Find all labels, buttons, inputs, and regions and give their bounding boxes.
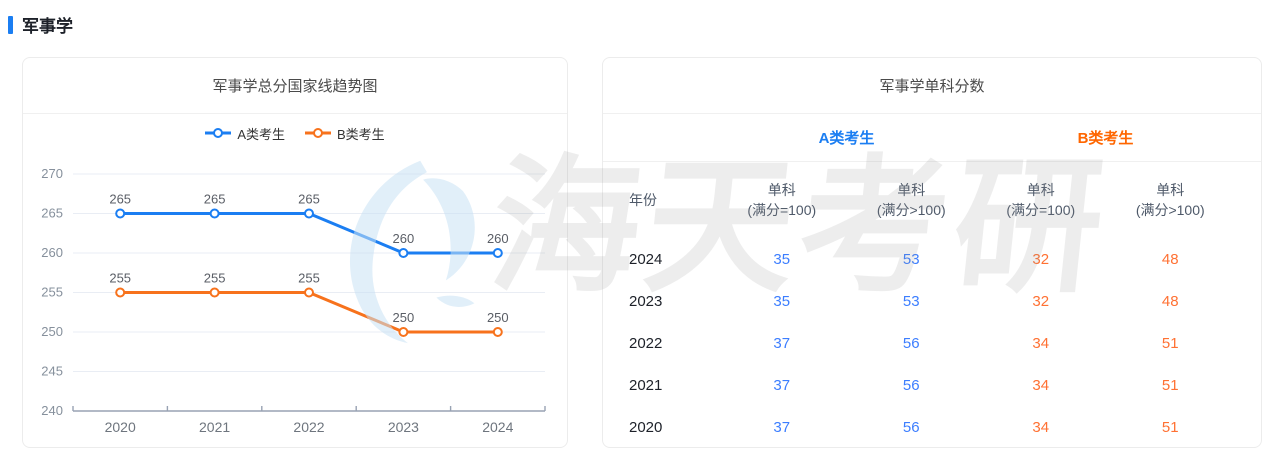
svg-text:250: 250 bbox=[393, 310, 415, 325]
svg-text:250: 250 bbox=[487, 310, 509, 325]
score-cell: 37 bbox=[773, 418, 791, 436]
score-cell: 53 bbox=[902, 250, 920, 268]
column-header-1: 单科 (满分=100) bbox=[747, 182, 817, 218]
table-row: 2024 35 53 32 48 bbox=[603, 238, 1261, 280]
score-table-panel: 军事学单科分数 A类考生 B类考生 年份 单科 (满分=100) 单科 (满分>100)… bbox=[602, 57, 1262, 448]
table-column-header-row: 年份 单科 (满分=100) 单科 (满分>100) 单科 (满分=100) 单科 (满分>10… bbox=[603, 162, 1261, 238]
svg-text:260: 260 bbox=[393, 231, 415, 246]
table-group-header-row: A类考生 B类考生 bbox=[603, 114, 1261, 162]
score-cell: 32 bbox=[1032, 250, 1050, 268]
svg-text:270: 270 bbox=[41, 166, 63, 181]
score-cell: 37 bbox=[773, 334, 791, 352]
score-cell: 34 bbox=[1032, 376, 1050, 394]
table-row: 2022 37 56 34 51 bbox=[603, 322, 1261, 364]
chart-legend: A类考生 B类考生 bbox=[23, 114, 567, 148]
column-header-2: 单科 (满分>100) bbox=[876, 182, 946, 218]
column-header-0: 年份 bbox=[629, 192, 657, 208]
svg-text:260: 260 bbox=[41, 245, 63, 260]
legend-item-a[interactable]: A类考生 bbox=[205, 124, 285, 143]
svg-text:255: 255 bbox=[298, 271, 320, 286]
score-cell: 34 bbox=[1032, 418, 1050, 436]
score-cell: 35 bbox=[773, 250, 791, 268]
score-cell: 37 bbox=[773, 376, 791, 394]
svg-text:245: 245 bbox=[41, 364, 63, 379]
svg-text:2021: 2021 bbox=[199, 419, 230, 435]
table-row: 2020 37 56 34 51 bbox=[603, 406, 1261, 448]
column-header-4: 单科 (满分>100) bbox=[1135, 182, 1205, 218]
score-cell: 53 bbox=[902, 292, 920, 310]
score-cell: 48 bbox=[1161, 250, 1179, 268]
trend-chart-panel: 军事学总分国家线趋势图 A类考生 B类考生 240 245 250 255 260 265 2… bbox=[22, 57, 568, 448]
legend-label: A类考生 bbox=[237, 126, 285, 142]
svg-text:240: 240 bbox=[41, 403, 63, 418]
svg-text:2024: 2024 bbox=[482, 419, 513, 435]
score-cell: 35 bbox=[773, 292, 791, 310]
svg-text:255: 255 bbox=[109, 271, 131, 286]
year-cell: 2024 bbox=[629, 250, 663, 268]
group-header-b: B类考生 bbox=[1077, 130, 1134, 147]
svg-text:2020: 2020 bbox=[105, 419, 136, 435]
chart-title: 军事学总分国家线趋势图 bbox=[23, 58, 567, 114]
svg-text:265: 265 bbox=[109, 192, 131, 207]
table-body: 2024 35 53 32 48 2023 35 53 32 48 2022 37 56 34 51 2021… bbox=[603, 238, 1261, 448]
legend-marker-icon bbox=[305, 128, 331, 138]
year-cell: 2022 bbox=[629, 334, 663, 352]
legend-label: B类考生 bbox=[337, 126, 385, 142]
legend-marker-icon bbox=[205, 128, 232, 138]
svg-text:265: 265 bbox=[41, 206, 63, 221]
year-cell: 2021 bbox=[629, 376, 663, 394]
table-title: 军事学单科分数 bbox=[603, 58, 1261, 114]
svg-text:255: 255 bbox=[204, 271, 226, 286]
score-cell: 56 bbox=[902, 334, 920, 352]
svg-text:2023: 2023 bbox=[388, 419, 419, 435]
score-cell: 51 bbox=[1161, 418, 1179, 436]
score-cell: 32 bbox=[1032, 292, 1050, 310]
score-cell: 51 bbox=[1161, 334, 1179, 352]
section-accent-bar bbox=[8, 15, 13, 34]
score-cell: 56 bbox=[902, 376, 920, 394]
score-cell: 51 bbox=[1161, 376, 1179, 394]
column-header-3: 单科 (满分=100) bbox=[1006, 182, 1076, 218]
score-cell: 56 bbox=[902, 418, 920, 436]
svg-text:250: 250 bbox=[41, 324, 63, 339]
table-row: 2021 37 56 34 51 bbox=[603, 364, 1261, 406]
score-cell: 48 bbox=[1161, 292, 1179, 310]
year-cell: 2020 bbox=[629, 418, 663, 436]
svg-text:2022: 2022 bbox=[293, 419, 324, 435]
svg-text:255: 255 bbox=[41, 285, 63, 300]
year-cell: 2023 bbox=[629, 292, 663, 310]
group-header-a: A类考生 bbox=[818, 130, 875, 147]
svg-text:260: 260 bbox=[487, 231, 509, 246]
svg-text:265: 265 bbox=[204, 192, 226, 207]
legend-item-b[interactable]: B类考生 bbox=[305, 124, 385, 143]
score-cell: 34 bbox=[1032, 334, 1050, 352]
section-header: 军事学 bbox=[8, 12, 73, 37]
svg-text:265: 265 bbox=[298, 192, 320, 207]
section-title: 军事学 bbox=[22, 17, 73, 36]
line-chart[interactable]: 240 245 250 255 260 265 270 2020 2021 2022 2023 202… bbox=[23, 148, 567, 448]
table-row: 2023 35 53 32 48 bbox=[603, 280, 1261, 322]
